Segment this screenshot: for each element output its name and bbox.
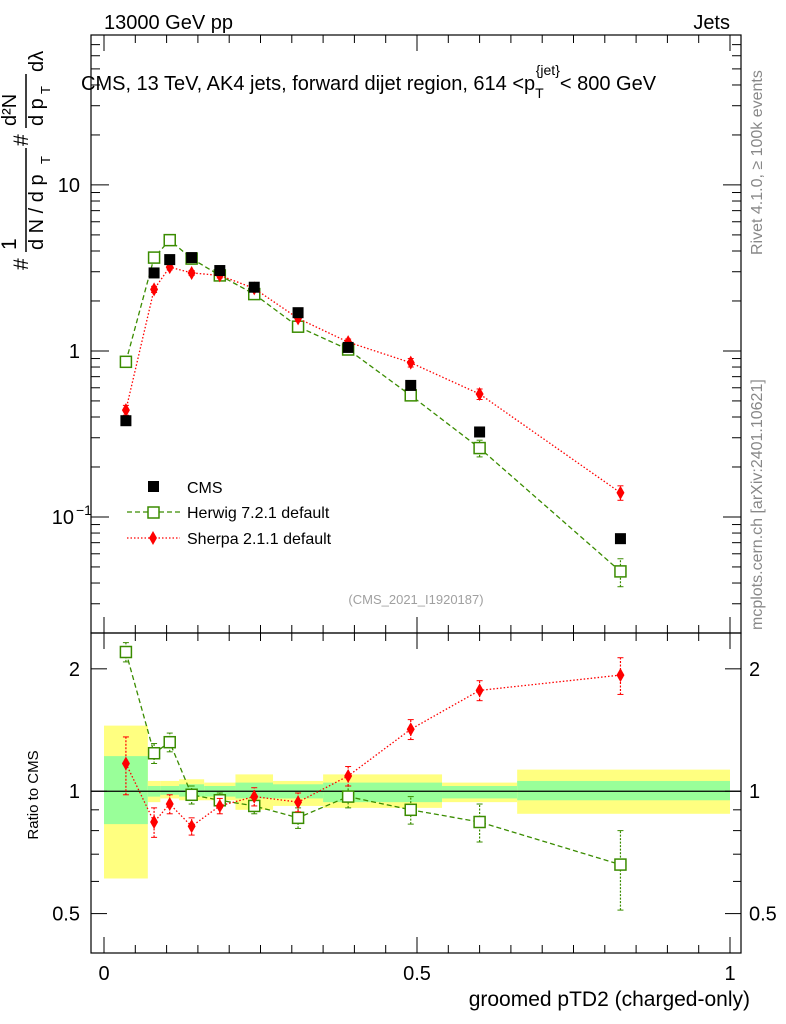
legend: CMS Herwig 7.2.1 default Sherpa 2.1.1 de…: [127, 480, 332, 548]
main-cms-point: [186, 252, 198, 264]
ratio-herwig-point: [341, 790, 355, 803]
main-y-tick-label: 10: [52, 507, 74, 529]
main-sherpa-point: [121, 403, 130, 418]
main-cms-point: [292, 307, 304, 319]
ratio-axes: 0.5 0.5 1 1 2 2 0 0.5 1: [52, 632, 777, 985]
x-tick-label: 1: [724, 963, 735, 985]
ratio-sherpa-point: [250, 789, 259, 804]
main-sherpa-point: [187, 265, 196, 280]
x-axis-label: groomed pTD2 (charged-only): [469, 988, 750, 1011]
ratio-herwig-point: [119, 645, 133, 659]
y-label-t-2: T: [38, 86, 53, 94]
ratio-band-inner: [517, 780, 730, 801]
ratio-y-tick-label-right: 2: [749, 659, 760, 681]
ratio-y-axis-label: Ratio to CMS: [25, 750, 42, 839]
legend-sherpa-label: Sherpa 2.1.1 default: [187, 531, 332, 548]
main-sherpa-point: [406, 355, 415, 370]
chart-title-suffix: < 800 GeV: [560, 73, 657, 95]
x-tick-label: 0.5: [403, 963, 431, 985]
main-sherpa-line: [125, 266, 621, 494]
main-herwig-point: [119, 355, 133, 369]
ratio-sherpa-point: [294, 795, 303, 810]
legend-herwig-label: Herwig 7.2.1 default: [187, 505, 330, 522]
ratio-herwig-point: [473, 815, 486, 829]
y-label-dlambda: dλ: [26, 51, 48, 72]
main-herwig-point: [614, 565, 627, 578]
main-y-tick-exponent: −1: [76, 502, 92, 518]
ratio-sherpa-point: [475, 683, 484, 698]
ratio-herwig-line: [125, 651, 621, 866]
legend-herwig-marker: [147, 506, 160, 519]
main-cms-point: [164, 254, 176, 266]
ratio-sherpa-point: [406, 722, 415, 737]
ratio-y-tick-label: 0.5: [52, 904, 80, 926]
main-cms-point: [214, 265, 226, 277]
ratio-sherpa-point: [150, 815, 159, 830]
ratio-herwig-point: [404, 803, 417, 817]
main-cms-point: [474, 426, 486, 438]
main-cms-point: [405, 379, 417, 391]
chart-title-prefix: CMS, 13 TeV, AK4 jets, forward dijet reg…: [81, 73, 535, 95]
ratio-y-tick-label-right: 1: [749, 781, 760, 803]
ratio-sherpa-point: [215, 798, 224, 813]
y-label-dp: d p: [26, 98, 48, 126]
ratio-herwig-point: [147, 746, 161, 760]
ratio-sherpa-point: [187, 819, 196, 834]
main-cms-point: [248, 281, 260, 293]
main-cms-point: [614, 533, 626, 545]
energy-label: 13000 GeV pp: [104, 12, 233, 34]
main-cms-point: [148, 267, 160, 279]
ratio-sherpa-point: [165, 797, 174, 812]
legend-cms-label: CMS: [187, 480, 223, 497]
legend-cms-marker: [148, 481, 159, 492]
analysis-watermark: (CMS_2021_I1920187): [348, 592, 483, 607]
ratio-band-inner: [442, 785, 518, 799]
main-cms-point: [120, 415, 132, 427]
main-sherpa-point: [150, 282, 159, 297]
ratio-herwig-point: [163, 735, 176, 749]
y-label-dn-dpt: d N / d p: [26, 174, 48, 250]
y-label-hash-1: #: [10, 258, 33, 270]
ratio-sherpa-point: [344, 769, 353, 784]
legend-sherpa-marker: [149, 531, 157, 545]
source-label: mcplots.cern.ch [arXiv:2401.10621]: [749, 379, 766, 630]
y-label-one: 1: [0, 238, 21, 250]
y-label-t-1: T: [38, 156, 53, 164]
chart-title: CMS, 13 TeV, AK4 jets, forward dijet reg…: [81, 62, 657, 101]
ratio-herwig-point: [291, 811, 305, 825]
main-herwig-point: [163, 233, 176, 247]
chart-title-sup: {jet}: [536, 62, 560, 78]
ratio-y-tick-label: 2: [69, 659, 80, 681]
main-y-tick-label: 10: [58, 175, 80, 197]
ratio-y-tick-label: 1: [69, 781, 80, 803]
y-axis-label: # 1 d N / d p T # d²N d p T dλ: [0, 51, 53, 270]
category-label: Jets: [693, 12, 730, 34]
ratio-frame: [90, 632, 742, 954]
ratio-herwig-point: [614, 858, 627, 871]
main-sherpa-point: [475, 387, 484, 402]
main-herwig-point: [404, 389, 417, 402]
ratio-series: [119, 642, 627, 911]
ratio-sherpa-point: [121, 756, 130, 771]
ratio-herwig-point: [185, 788, 198, 802]
ratio-y-tick-label-right: 0.5: [749, 904, 777, 926]
main-sherpa-point: [616, 485, 625, 500]
y-label-hash-2: #: [10, 134, 33, 146]
y-label-d2n: d²N: [0, 94, 21, 126]
main-herwig-point: [147, 251, 161, 264]
chart-title-sub: T: [535, 85, 544, 101]
rivet-label: Rivet 4.1.0, ≥ 100k events: [749, 70, 766, 255]
ratio-bands: [104, 725, 730, 879]
x-tick-label: 0: [98, 963, 109, 985]
main-herwig-point: [473, 441, 486, 455]
main-y-tick-label: 1: [69, 341, 80, 363]
ratio-band-inner: [160, 785, 180, 795]
ratio-sherpa-point: [616, 668, 625, 683]
main-cms-point: [342, 341, 354, 353]
main-series: [119, 233, 627, 588]
